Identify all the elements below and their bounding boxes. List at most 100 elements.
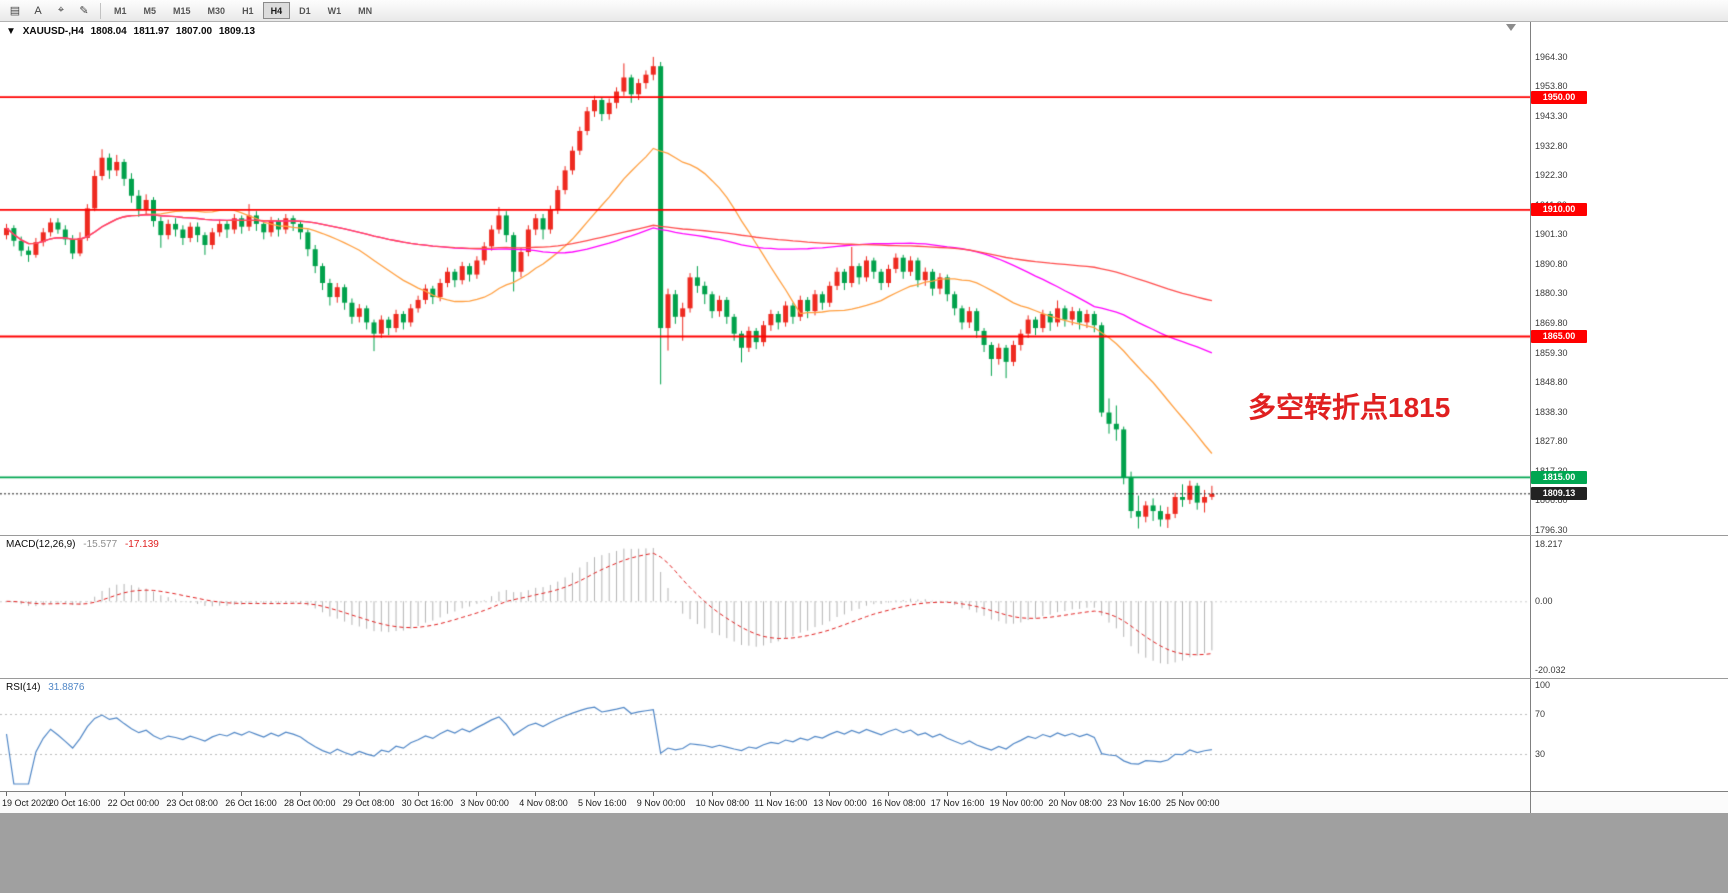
symbol-ohlc-header: ▼ XAUUSD-,H4 1808.04 1811.97 1807.00 180…: [6, 26, 259, 37]
date-label: 19 Nov 00:00: [989, 798, 1044, 808]
date-label: 20 Nov 08:00: [1048, 798, 1102, 808]
time-axis-tick: [888, 792, 889, 796]
date-label: 30 Oct 16:00: [401, 798, 454, 808]
macd-signal-value: -17.139: [124, 539, 159, 550]
one-click-trading-toggle[interactable]: ▼: [6, 26, 16, 37]
time-axis-tick: [1005, 792, 1007, 796]
date-label: 13 Nov 00:00: [813, 798, 867, 808]
date-label: 26 Oct 16:00: [225, 798, 277, 808]
macd-tick-label: -20.032: [1535, 665, 1566, 675]
candlestick-chart-canvas[interactable]: [0, 22, 1530, 535]
time-axis-tick: [241, 792, 243, 796]
rsi-label: RSI(14): [6, 682, 41, 693]
timeframe-w1-button[interactable]: W1: [320, 2, 350, 19]
chart-window-icon[interactable]: ▤: [4, 2, 26, 20]
macd-scale[interactable]: 18.217 0.00 -20.032: [1530, 536, 1728, 678]
time-axis-tick: [770, 792, 772, 796]
timeframe-m30-button[interactable]: M30: [200, 2, 234, 19]
panel-splitter[interactable]: [0, 535, 1728, 536]
toolbar-separator: [100, 2, 101, 19]
low-value: 1807.00: [175, 26, 213, 37]
date-label: 10 Nov 08:00: [695, 798, 750, 808]
chart-annotation-text[interactable]: 多空转折点1815: [1248, 392, 1451, 423]
date-label: 17 Nov 16:00: [930, 798, 985, 808]
time-axis-tick: [946, 792, 948, 796]
price-tick-label: 1943.30: [1535, 111, 1568, 122]
time-axis[interactable]: 19 Oct 2020 20 Oct 16:00 22 Oct 00:00 23 Oc…: [0, 791, 1530, 813]
timeframe-mn-button[interactable]: MN: [350, 2, 380, 19]
time-axis-tick: [652, 792, 654, 796]
hline-price-badge: 1865.00: [1531, 330, 1587, 343]
date-label: 23 Oct 08:00: [166, 798, 218, 808]
chart-shift-marker[interactable]: [1506, 24, 1516, 31]
time-axis-tick: [6, 792, 7, 796]
date-label: 23 Nov 16:00: [1107, 798, 1161, 808]
draw-tool[interactable]: ✎: [73, 2, 95, 20]
timeframe-m5-button[interactable]: M5: [136, 2, 165, 19]
date-label: 3 Nov 00:00: [460, 798, 509, 808]
date-label: 28 Oct 00:00: [284, 798, 336, 808]
time-axis-tick: [476, 792, 478, 796]
timeframe-m15-button[interactable]: M15: [165, 2, 199, 19]
date-label: 4 Nov 08:00: [519, 798, 568, 808]
timeframe-d1-button[interactable]: D1: [291, 2, 319, 19]
date-label: 11 Nov 16:00: [754, 798, 808, 808]
time-axis-tick: [829, 792, 831, 796]
price-tick-label: 1827.80: [1535, 436, 1568, 447]
price-scale[interactable]: 1964.301953.801943.301932.801922.301911.…: [1530, 22, 1728, 535]
time-axis-tick: [711, 792, 713, 796]
toolbar: ▤ A ⌖ ✎ M1 M5 M15 M30 H1 H4 D1 W1 MN: [0, 0, 1728, 22]
date-label: 16 Nov 08:00: [872, 798, 926, 808]
time-axis-tick: [1064, 792, 1066, 796]
price-tick-label: 1932.80: [1535, 140, 1568, 151]
macd-main-value: -15.577: [83, 539, 118, 550]
timeframe-m1-button[interactable]: M1: [106, 2, 135, 19]
price-tick-label: 1964.30: [1535, 51, 1568, 62]
price-tick-label: 1848.80: [1535, 377, 1568, 388]
date-label: 5 Nov 16:00: [578, 798, 627, 808]
macd-tick-label: 18.217: [1535, 539, 1563, 549]
time-axis-tick: [182, 792, 184, 796]
price-tick-label: 1880.30: [1535, 288, 1568, 299]
current-price-badge: 1809.13: [1531, 487, 1587, 501]
rsi-scale[interactable]: 100 70 30: [1530, 679, 1728, 791]
hline-price-badge: 1910.00: [1531, 203, 1587, 217]
macd-label-row: MACD(12,26,9) -15.577 -17.139: [6, 539, 164, 550]
price-tick-label: 1859.30: [1535, 347, 1568, 358]
macd-panel: MACD(12,26,9) -15.577 -17.139: [0, 536, 1530, 678]
date-label: 19 Oct 2020: [2, 798, 52, 808]
date-label: 29 Oct 08:00: [342, 798, 395, 808]
macd-indicator-canvas[interactable]: [0, 536, 1530, 678]
macd-tick-label: 0.00: [1535, 596, 1553, 607]
price-tick-label: 1806.80: [1535, 495, 1568, 506]
crosshair-tool[interactable]: ⌖: [50, 2, 72, 20]
rsi-indicator-canvas[interactable]: [0, 679, 1530, 791]
macd-label: MACD(12,26,9): [6, 539, 76, 550]
rsi-tick-label: 100: [1535, 680, 1551, 690]
close-value: 1809.13: [218, 26, 256, 37]
date-label: 22 Oct 00:00: [107, 798, 160, 808]
date-label: 20 Oct 16:00: [48, 798, 101, 808]
time-axis-tick: [417, 792, 419, 796]
time-axis-tick: [358, 792, 360, 796]
time-axis-corner: [1530, 791, 1728, 813]
timeframe-h1-button[interactable]: H1: [234, 2, 262, 19]
time-axis-tick: [64, 792, 66, 796]
price-tick-label: 1838.30: [1535, 406, 1568, 417]
time-axis-tick: [123, 792, 125, 796]
time-axis-tick: [1182, 792, 1183, 796]
hline-price-badge: 1815.00: [1531, 470, 1587, 484]
price-tick-label: 1796.30: [1535, 524, 1568, 535]
date-label: 25 Nov 00:00: [1166, 798, 1220, 808]
timeframe-button-group: M1 M5 M15 M30 H1 H4 D1 W1 MN: [106, 2, 380, 19]
rsi-panel: RSI(14) 31.8876: [0, 679, 1530, 791]
timeframe-h4-button[interactable]: H4: [262, 2, 291, 19]
open-value: 1808.04: [90, 26, 127, 37]
text-label-tool[interactable]: A: [27, 2, 49, 20]
main-chart-panel: ▼ XAUUSD-,H4 1808.04 1811.97 1807.00 180…: [0, 22, 1530, 535]
rsi-label-row: RSI(14) 31.8876: [6, 682, 89, 693]
panel-splitter[interactable]: [0, 678, 1728, 679]
tool-button-group: ▤ A ⌖ ✎: [4, 2, 95, 20]
time-axis-tick: [594, 792, 595, 796]
date-label: 9 Nov 00:00: [636, 798, 686, 808]
